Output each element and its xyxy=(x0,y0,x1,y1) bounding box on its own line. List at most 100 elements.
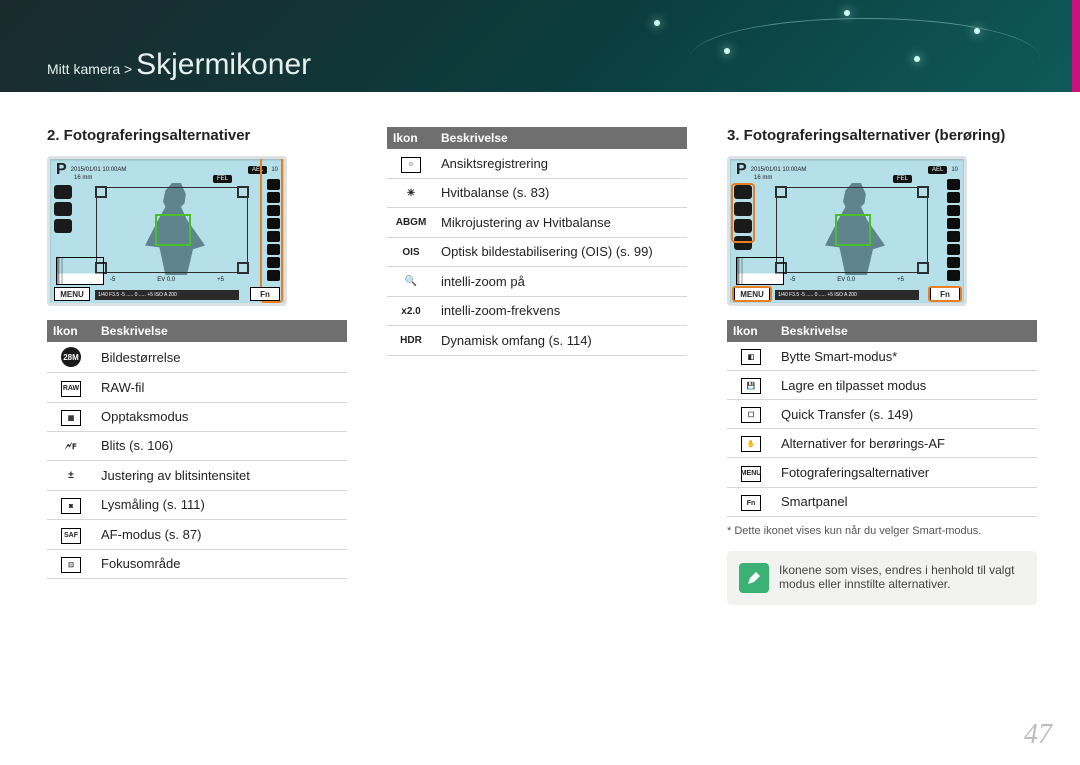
lcd-mode-icon: P xyxy=(56,161,67,179)
breadcrumb-prefix: Mitt kamera > xyxy=(47,61,136,77)
breadcrumb: Mitt kamera > Skjermikoner xyxy=(47,48,311,82)
row-desc: Justering av blitsintensitet xyxy=(95,461,347,491)
row-icon: 🗲ꜰ xyxy=(59,437,83,455)
row-desc: Hvitbalanse (s. 83) xyxy=(435,178,687,208)
page-number: 47 xyxy=(1024,719,1052,751)
row-icon: MENU xyxy=(741,466,761,482)
row-desc: Ansiktsregistrering xyxy=(435,149,687,178)
highlight-right-icon xyxy=(260,157,283,303)
row-desc: Lysmåling (s. 111) xyxy=(95,490,347,520)
focus-rect-icon xyxy=(835,214,871,246)
row-icon: HDR xyxy=(399,332,423,350)
content-area: 2. Fotograferingsalternativer P 2015/01/… xyxy=(0,92,1080,605)
focus-rect-icon xyxy=(155,214,191,246)
row-desc: Mikrojustering av Hvitbalanse xyxy=(435,208,687,238)
camera-lcd-right: P 2015/01/01 10:00AM AEL 10 16 mm FEL -5… xyxy=(727,156,967,306)
row-desc: AF-modus (s. 87) xyxy=(95,520,347,550)
table-section2: IkonBeskrivelse 28M Bildestørrelse RAW RAW-… xyxy=(47,320,347,579)
th-icon: Ikon xyxy=(387,127,435,149)
table-row: ± Justering av blitsintensitet xyxy=(47,461,347,491)
lcd-menu-button: MENU xyxy=(54,287,90,301)
table-row: ◧ Bytte Smart-modus* xyxy=(727,342,1037,371)
highlight-fn-icon xyxy=(928,286,962,302)
row-desc: intelli-zoom på xyxy=(435,267,687,297)
th-icon: Ikon xyxy=(727,320,775,342)
lcd-mode-icon: P xyxy=(736,161,747,179)
column-left: 2. Fotograferingsalternativer P 2015/01/… xyxy=(47,127,347,605)
row-desc: Dynamisk omfang (s. 114) xyxy=(435,326,687,356)
row-icon: SAF xyxy=(61,528,81,544)
highlight-menu-icon xyxy=(732,286,772,302)
table-mid: IkonBeskrivelse ☺ Ansiktsregistrering ☀ Hvi… xyxy=(387,127,687,356)
table-section3: IkonBeskrivelse ◧ Bytte Smart-modus* 💾 Lagr… xyxy=(727,320,1037,517)
row-icon: x2.0 xyxy=(399,302,423,320)
row-desc: Bytte Smart-modus* xyxy=(775,342,1037,371)
row-icon: ☀ xyxy=(399,184,423,202)
row-desc: RAW-fil xyxy=(95,373,347,403)
row-icon: ✋ xyxy=(741,436,761,452)
camera-lcd-left: P 2015/01/01 10:00AM AEL 10 16 mm FEL -5… xyxy=(47,156,287,306)
table-row: 🗲ꜰ Blits (s. 106) xyxy=(47,431,347,461)
row-icon: Fn xyxy=(741,495,761,511)
table-row: ☐ Quick Transfer (s. 149) xyxy=(727,400,1037,429)
section2-title: 2. Fotograferingsalternativer xyxy=(47,127,347,144)
table-row: ✋ Alternativer for berørings-AF xyxy=(727,429,1037,458)
lcd-fn-button: Fn xyxy=(250,287,280,301)
row-desc: Blits (s. 106) xyxy=(95,431,347,461)
column-right: 3. Fotograferingsalternativer (berøring)… xyxy=(727,127,1037,605)
row-icon: RAW xyxy=(61,381,81,397)
table-row: x2.0 intelli-zoom-frekvens xyxy=(387,296,687,326)
table-row: RAW RAW-fil xyxy=(47,373,347,403)
table-row: ◙ Lysmåling (s. 111) xyxy=(47,490,347,520)
row-desc: Bildestørrelse xyxy=(95,342,347,373)
table-row: ▦ Opptaksmodus xyxy=(47,402,347,431)
info-text: Ikonene som vises, endres i henhold til … xyxy=(779,563,1025,593)
row-icon: ▦ xyxy=(61,410,81,426)
row-icon: ☺ xyxy=(401,157,421,173)
table-row: SAF AF-modus (s. 87) xyxy=(47,520,347,550)
table-row: ABGM Mikrojustering av Hvitbalanse xyxy=(387,208,687,238)
th-desc: Beskrivelse xyxy=(435,127,687,149)
row-icon: ◧ xyxy=(741,349,761,365)
histogram-icon xyxy=(56,257,104,285)
row-desc: Fotograferingsalternativer xyxy=(775,458,1037,488)
table-row: 💾 Lagre en tilpasset modus xyxy=(727,371,1037,400)
histogram-icon xyxy=(736,257,784,285)
footnote: * Dette ikonet vises kun når du velger S… xyxy=(727,525,1037,537)
row-icon: ◙ xyxy=(61,498,81,514)
row-desc: Quick Transfer (s. 149) xyxy=(775,400,1037,429)
row-icon: 28M xyxy=(61,347,81,367)
table-row: ☀ Hvitbalanse (s. 83) xyxy=(387,178,687,208)
th-desc: Beskrivelse xyxy=(775,320,1037,342)
row-icon: ABGM xyxy=(399,214,423,232)
row-icon: ☐ xyxy=(741,407,761,423)
section3-title: 3. Fotograferingsalternativer (berøring) xyxy=(727,127,1037,144)
info-box: Ikonene som vises, endres i henhold til … xyxy=(727,551,1037,605)
table-row: 28M Bildestørrelse xyxy=(47,342,347,373)
table-row: Fn Smartpanel xyxy=(727,487,1037,517)
table-row: 🔍intelli-zoom på xyxy=(387,267,687,297)
row-desc: Alternativer for berørings-AF xyxy=(775,429,1037,458)
row-icon: OIS xyxy=(399,243,423,261)
row-desc: Optisk bildestabilisering (OIS) (s. 99) xyxy=(435,237,687,267)
column-mid: IkonBeskrivelse ☺ Ansiktsregistrering ☀ Hvi… xyxy=(387,127,687,605)
row-desc: Lagre en tilpasset modus xyxy=(775,371,1037,400)
th-icon: Ikon xyxy=(47,320,95,342)
row-icon: ± xyxy=(59,467,83,485)
table-row: HDR Dynamisk omfang (s. 114) xyxy=(387,326,687,356)
row-desc: intelli-zoom-frekvens xyxy=(435,296,687,326)
table-row: ☺ Ansiktsregistrering xyxy=(387,149,687,178)
page-header: Mitt kamera > Skjermikoner xyxy=(0,0,1080,92)
table-row: OIS Optisk bildestabilisering (OIS) (s. 9… xyxy=(387,237,687,267)
table-row: ⊡ Fokusområde xyxy=(47,549,347,578)
lcd-right-icons xyxy=(947,179,960,281)
row-desc: Opptaksmodus xyxy=(95,402,347,431)
row-icon: ⊡ xyxy=(61,557,81,573)
highlight-left-icon xyxy=(731,183,755,243)
page-title: Skjermikoner xyxy=(136,48,311,81)
th-desc: Beskrivelse xyxy=(95,320,347,342)
row-icon: 💾 xyxy=(741,378,761,394)
row-desc: Smartpanel xyxy=(775,487,1037,517)
pencil-icon xyxy=(739,563,769,593)
row-desc: Fokusområde xyxy=(95,549,347,578)
